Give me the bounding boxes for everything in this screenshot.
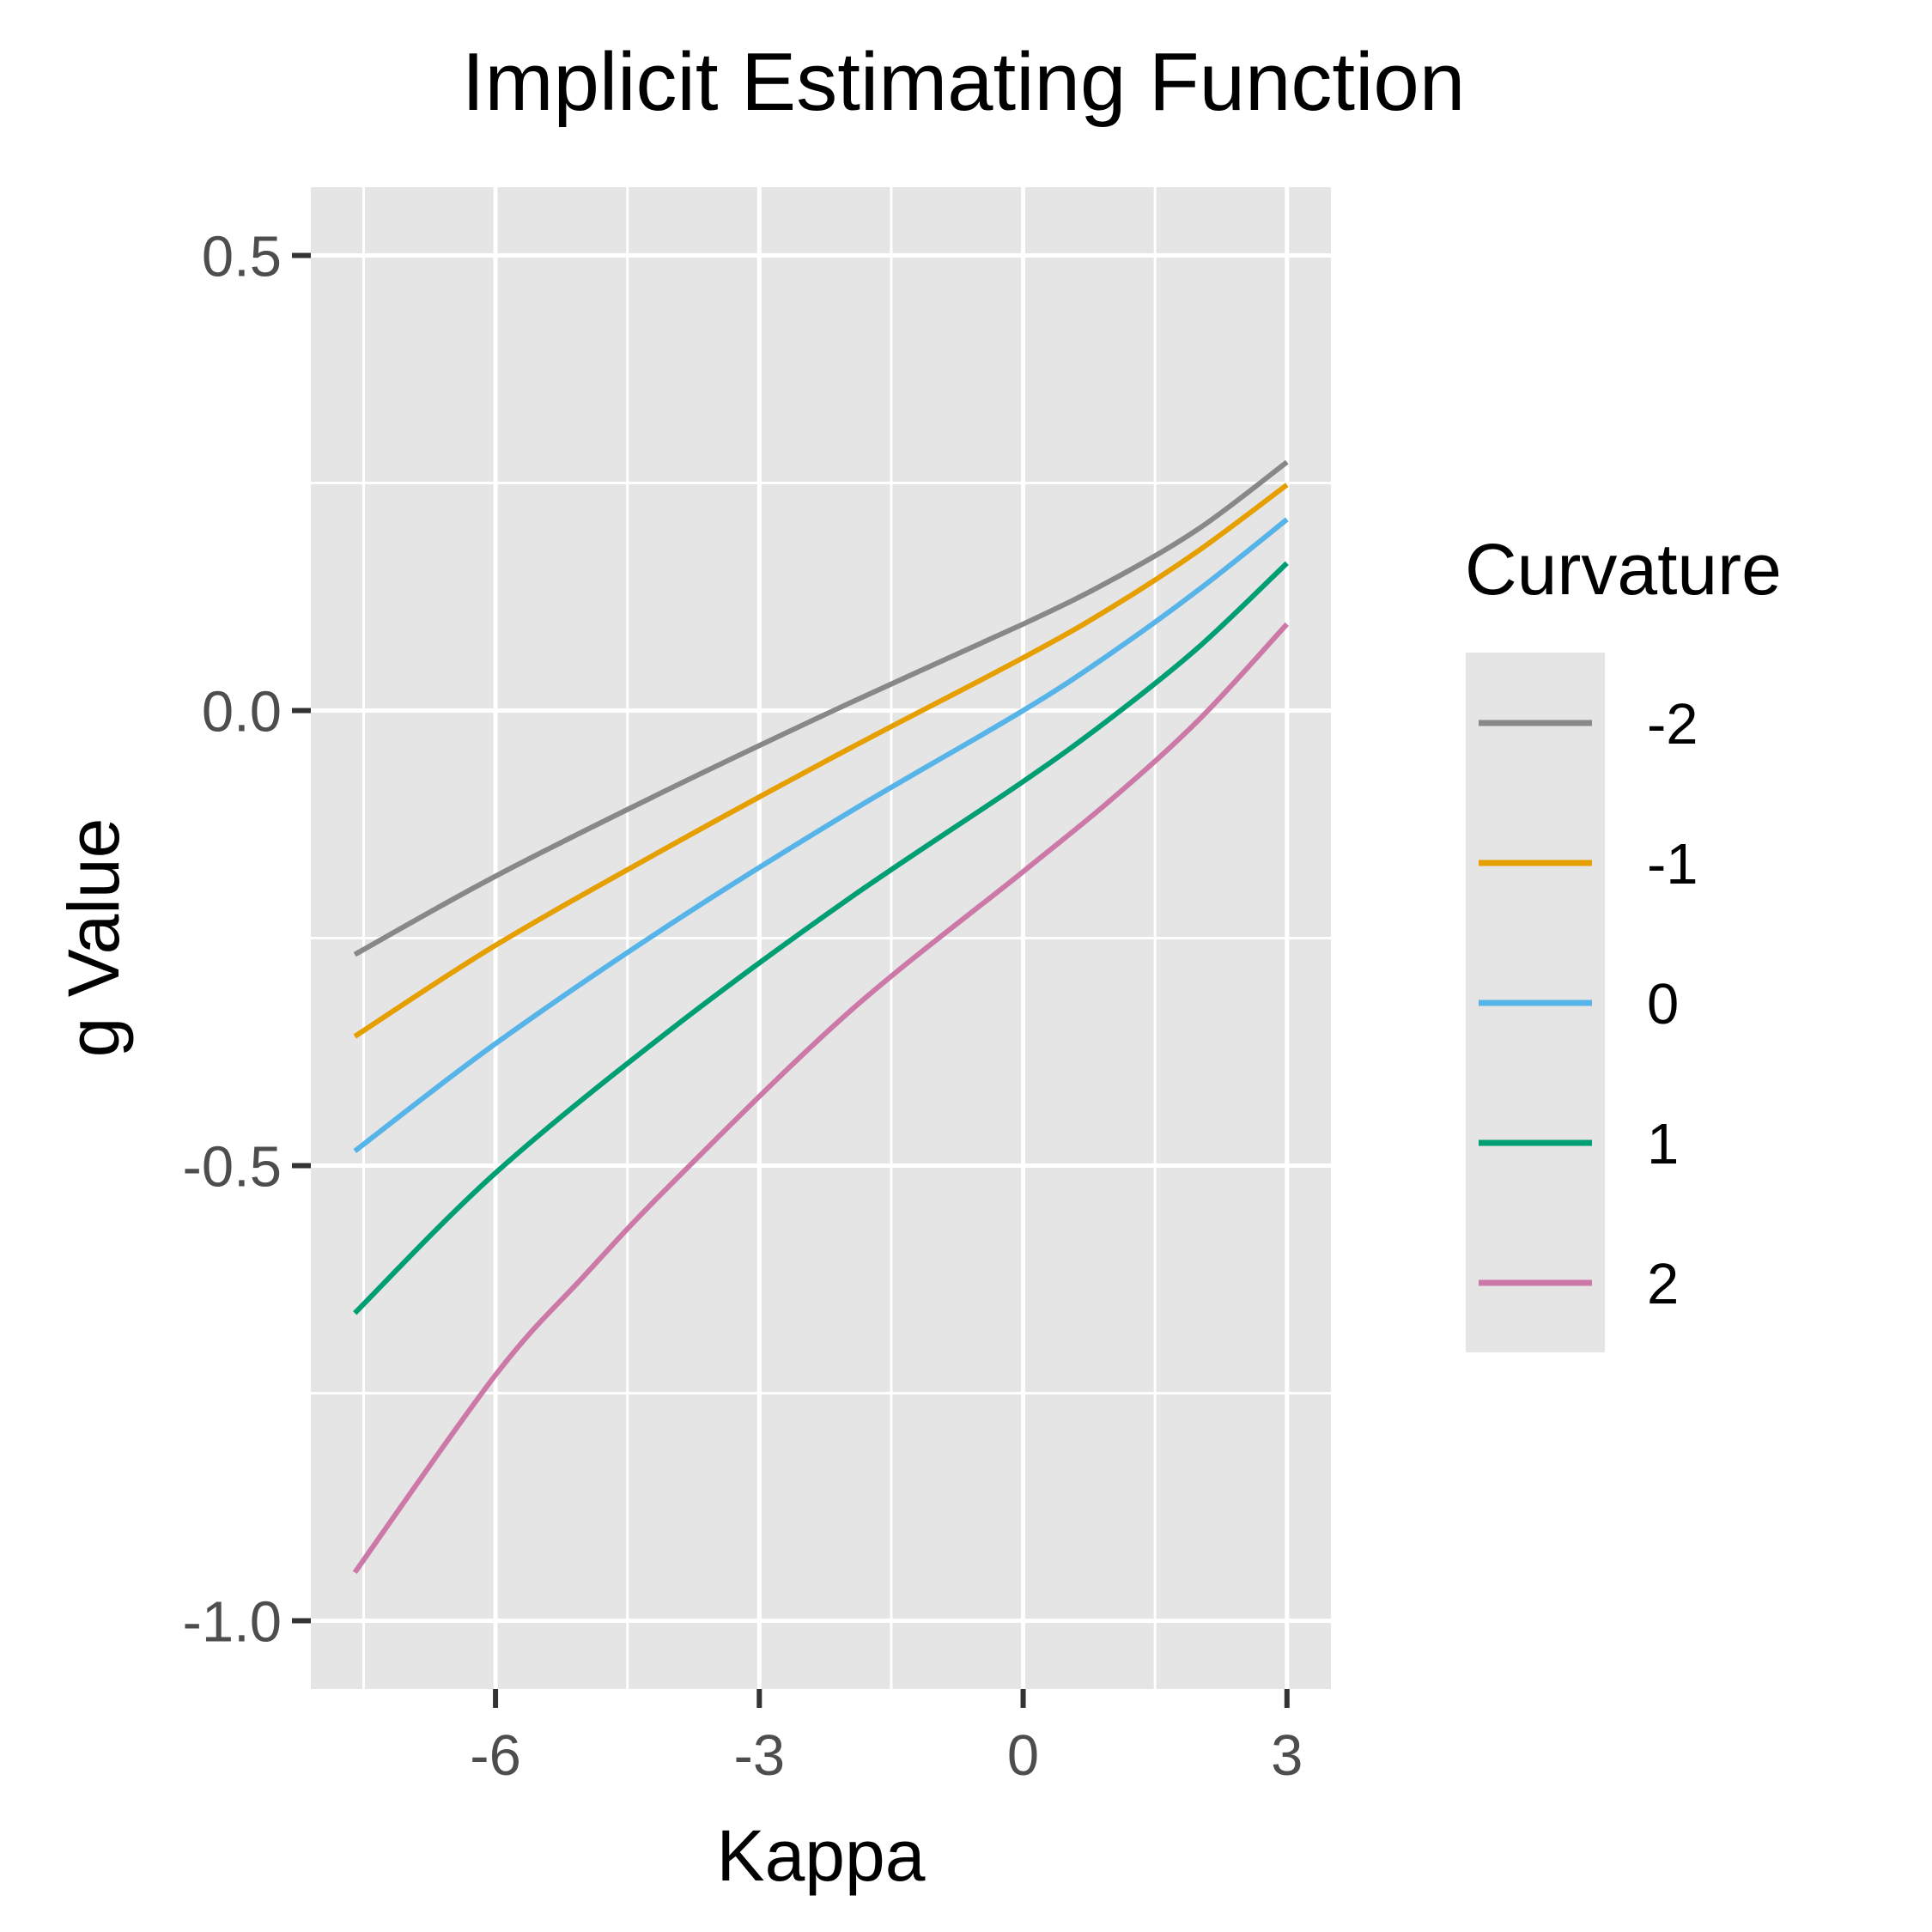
series-line — [352, 622, 1289, 1575]
y-axis-tick-label: 0.5 — [202, 225, 282, 289]
x-axis-tick-label: -3 — [734, 1723, 786, 1788]
y-axis-tick-label: -0.5 — [183, 1135, 282, 1200]
legend: Curvature -2 -1 0 1 2 — [1465, 529, 1782, 1352]
series-line — [353, 517, 1289, 1153]
x-axis-tick-label: 0 — [1007, 1723, 1039, 1788]
y-axis-title: g Value — [53, 818, 134, 1058]
x-axis-tick-label: -6 — [470, 1723, 521, 1788]
series-line — [353, 561, 1289, 1315]
x-axis: -6 -3 0 3 — [470, 1689, 1303, 1788]
series-line — [353, 483, 1289, 1039]
y-axis: 0.5 0.0 -0.5 -1.0 — [183, 225, 311, 1655]
legend-label: 0 — [1647, 972, 1679, 1036]
series-line — [353, 459, 1289, 957]
series-lines — [352, 459, 1289, 1575]
x-axis-title: Kappa — [717, 1815, 926, 1896]
chart-title: Implicit Estimating Function — [462, 36, 1465, 128]
legend-label: -2 — [1647, 692, 1698, 756]
legend-label: 1 — [1647, 1112, 1679, 1176]
grid-major — [311, 187, 1331, 1689]
legend-label: 2 — [1647, 1252, 1679, 1316]
legend-title: Curvature — [1465, 529, 1782, 610]
grid-minor — [311, 187, 1331, 1689]
y-axis-tick-label: -1.0 — [183, 1590, 282, 1655]
x-axis-tick-label: 3 — [1271, 1723, 1303, 1788]
legend-items: -2 -1 0 1 2 — [1479, 692, 1698, 1316]
legend-label: -1 — [1647, 832, 1698, 896]
y-axis-tick-label: 0.0 — [202, 680, 282, 744]
